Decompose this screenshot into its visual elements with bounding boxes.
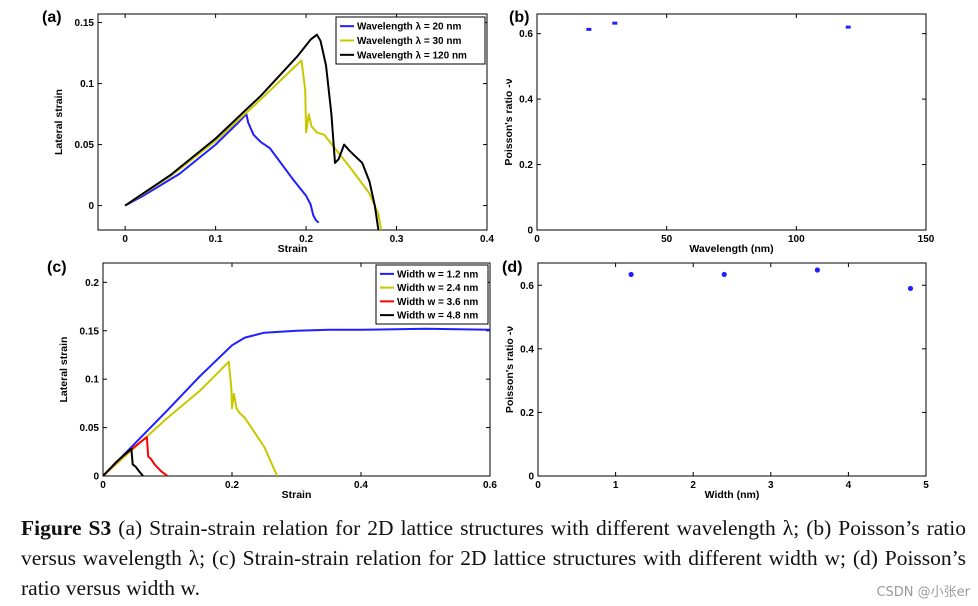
legend-box [375, 264, 489, 325]
caption-text: (a) Strain-strain relation for 2D lattic… [21, 516, 966, 600]
x-axis-label: Strain [282, 489, 312, 501]
y-tick-label: 0 [88, 201, 94, 212]
series-line-1 [103, 327, 490, 476]
data-point [845, 25, 851, 29]
panel-d: 0 1 2 3 4 5 0 0.2 0.4 0.6 Width (nm) Poisson's rati… [502, 259, 929, 501]
y-tick-label: 0.6 [520, 281, 534, 292]
legend-entry: Width w = 4.8 nm [397, 311, 478, 322]
y-tick-label: 0 [528, 472, 534, 483]
x-tick-label: 0 [100, 480, 106, 491]
panel-a: 0 0.1 0.2 0.3 0.4 0 0.05 0.1 0.15 Strain Lateral s… [42, 9, 494, 255]
x-axis-label: Wavelength (nm) [689, 243, 773, 255]
y-axis-label: Poisson's ratio -ν [503, 78, 515, 165]
panel-label: (d) [502, 259, 522, 276]
data-layer [103, 327, 490, 476]
x-tick-label: 100 [788, 234, 805, 245]
y-axis-label: Lateral strain [53, 89, 65, 155]
x-tick-label: 0.3 [390, 234, 404, 245]
panel-b: 0 50 100 150 0 0.2 0.4 0.6 Wavelength (nm) Poisso… [503, 9, 935, 255]
y-tick-label: 0.6 [519, 29, 533, 40]
figure-caption: Figure S3 (a) Strain-strain relation for… [21, 513, 966, 603]
x-axis-label: Strain [278, 243, 308, 255]
axes-box [536, 13, 927, 231]
legend: Wavelength λ = 20 nm Wavelength λ = 30 nm… [335, 16, 486, 65]
panel-label: (c) [47, 259, 67, 276]
panel-label: (a) [42, 9, 62, 26]
legend-entry: Width w = 1.2 nm [397, 269, 478, 280]
x-tick-label: 0 [122, 234, 128, 245]
panel-label: (b) [509, 9, 529, 26]
caption-figure-label: Figure S3 [21, 516, 112, 540]
data-point [814, 267, 820, 273]
y-tick-label: 0.4 [520, 344, 534, 355]
data-point [586, 27, 592, 31]
series-line-2 [124, 59, 383, 230]
y-tick-label: 0.15 [75, 18, 95, 29]
y-tick-label: 0.1 [80, 79, 94, 90]
x-tick-label: 0.2 [299, 234, 313, 245]
x-tick-label: 0 [534, 234, 540, 245]
x-tick-label: 1 [613, 480, 619, 491]
y-tick-label: 0.4 [519, 95, 533, 106]
legend-entry: Width w = 3.6 nm [397, 297, 478, 308]
x-tick-label: 0.6 [483, 480, 497, 491]
data-point [628, 271, 634, 278]
x-tick-label: 5 [923, 480, 929, 491]
x-tick-label: 0.4 [480, 234, 494, 245]
x-tick-label: 0.2 [225, 480, 239, 491]
x-tick-label: 3 [768, 480, 774, 491]
data-point [612, 21, 618, 25]
x-tick-label: 0 [535, 480, 541, 491]
y-tick-label: 0.2 [85, 278, 99, 289]
legend-entry: Wavelength λ = 20 nm [357, 22, 461, 33]
legend-entry: Wavelength λ = 30 nm [357, 36, 461, 47]
axes-box [537, 262, 927, 477]
y-axis-label: Lateral strain [58, 337, 70, 403]
panel-c: 0 0.2 0.4 0.6 0 0.05 0.1 0.15 0.2 Strain Lateral s… [47, 259, 497, 501]
legend-entry: Wavelength λ = 120 nm [357, 50, 467, 61]
watermark: CSDN @小张er [876, 585, 970, 600]
x-tick-label: 2 [690, 480, 696, 491]
data-point [721, 271, 727, 278]
y-tick-label: 0 [93, 472, 99, 483]
y-tick-label: 0 [527, 226, 533, 237]
legend-entry: Width w = 2.4 nm [397, 283, 478, 294]
legend-box [335, 16, 486, 65]
y-tick-label: 0.05 [75, 140, 95, 151]
y-tick-label: 0.2 [520, 408, 534, 419]
y-tick-label: 0.1 [85, 375, 99, 386]
x-axis-label: Width (nm) [705, 489, 760, 501]
x-tick-label: 50 [661, 234, 673, 245]
data-layer [586, 21, 851, 31]
legend: Width w = 1.2 nm Width w = 2.4 nm Width w … [375, 264, 489, 325]
y-axis-label: Poisson's ratio -ν [504, 326, 516, 413]
axes-box [102, 262, 491, 477]
series-line-3 [124, 33, 380, 230]
axes-box [97, 13, 488, 231]
y-tick-label: 0.15 [80, 326, 100, 337]
y-tick-label: 0.05 [80, 423, 100, 434]
y-tick-label: 0.2 [519, 160, 533, 171]
data-layer [628, 267, 914, 292]
data-point [907, 285, 914, 292]
x-tick-label: 150 [918, 234, 935, 245]
data-layer [124, 33, 383, 230]
series-line-2 [103, 360, 279, 476]
x-tick-label: 0.1 [209, 234, 223, 245]
x-tick-label: 0.4 [354, 480, 368, 491]
series-line-1 [124, 113, 320, 224]
x-tick-label: 4 [846, 480, 852, 491]
series-line-4 [103, 447, 144, 476]
